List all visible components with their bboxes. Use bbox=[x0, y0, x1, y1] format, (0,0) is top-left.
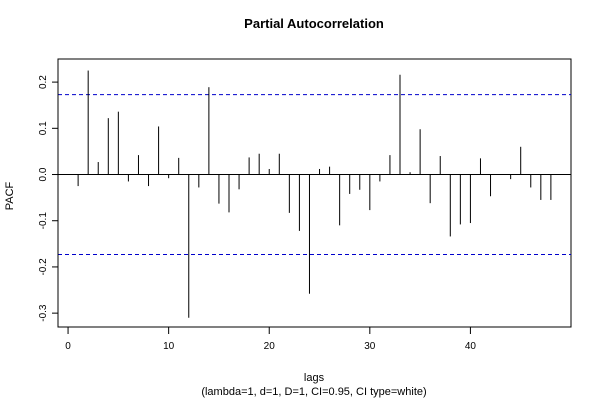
y-tick-label: -0.1 bbox=[38, 212, 49, 230]
plot-area bbox=[57, 58, 572, 328]
x-axis-subtitle: (lambda=1, d=1, D=1, CI=0.95, CI type=wh… bbox=[201, 386, 426, 398]
y-tick-label: 0.1 bbox=[38, 121, 49, 135]
y-axis-label: PACF bbox=[4, 181, 16, 210]
y-tick-label: 0.0 bbox=[38, 167, 49, 181]
y-axis: -0.3 -0.2 -0.1 0.0 0.1 0.2 bbox=[38, 75, 59, 322]
x-axis: 0 10 20 30 40 bbox=[65, 326, 477, 352]
x-tick-label: 0 bbox=[65, 341, 71, 352]
y-tick-label: -0.3 bbox=[38, 304, 49, 322]
x-tick-label: 10 bbox=[163, 341, 175, 352]
chart-title: Partial Autocorrelation bbox=[244, 16, 384, 31]
plot-border bbox=[57, 58, 572, 328]
y-tick-label: 0.2 bbox=[38, 75, 49, 89]
x-tick-label: 40 bbox=[465, 341, 477, 352]
x-axis-label: lags bbox=[304, 372, 325, 384]
y-tick-label: -0.2 bbox=[38, 258, 49, 276]
x-tick-label: 30 bbox=[364, 341, 376, 352]
x-tick-label: 20 bbox=[264, 341, 276, 352]
pacf-bars bbox=[77, 70, 552, 318]
